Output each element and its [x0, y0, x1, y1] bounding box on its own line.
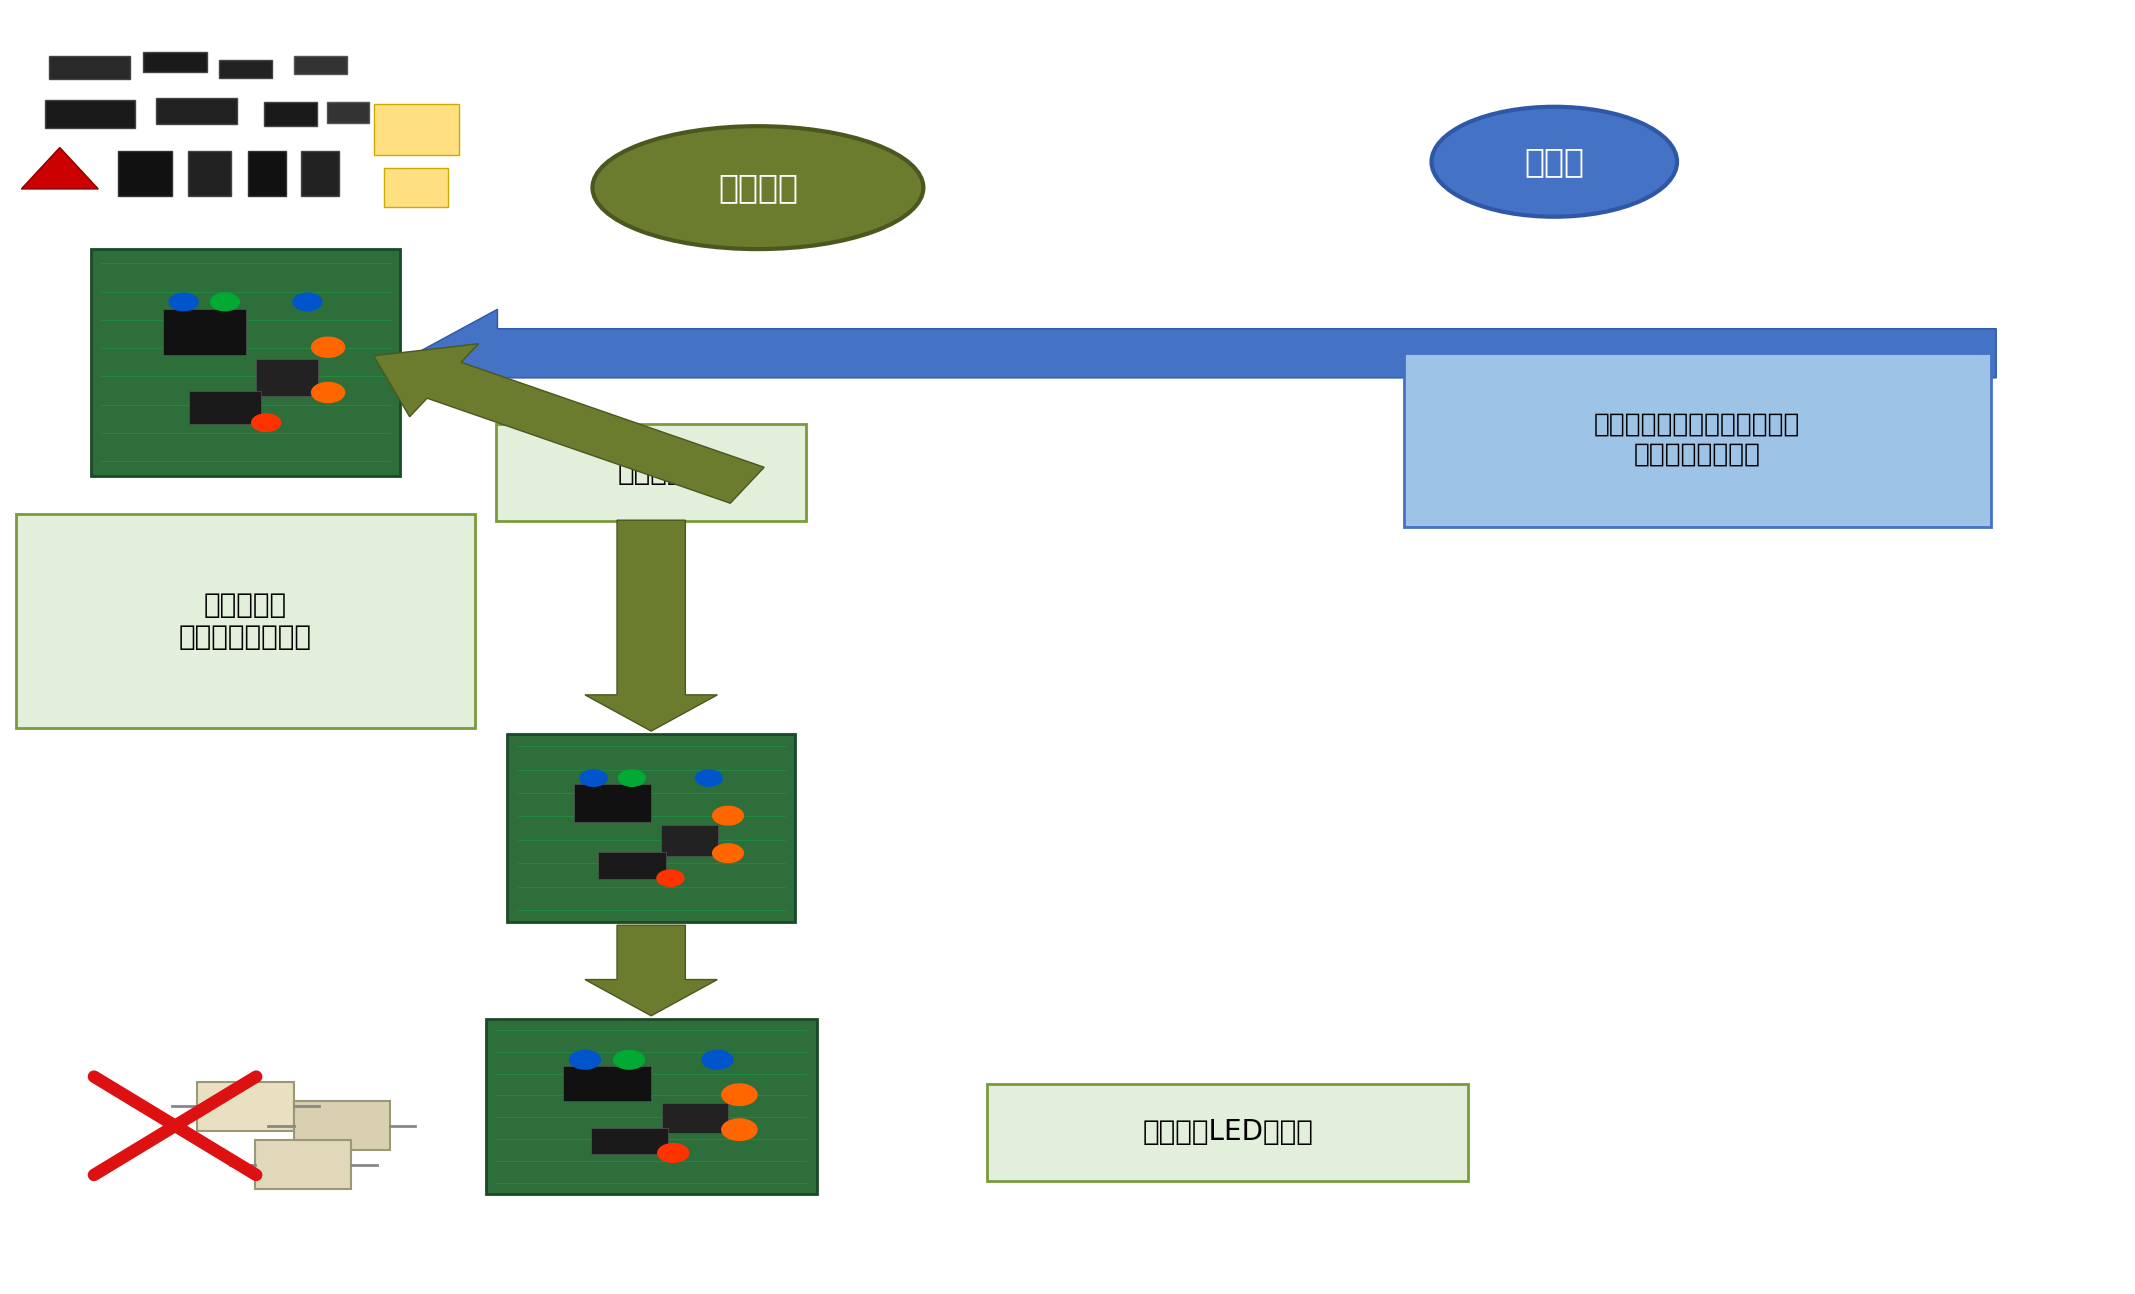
FancyBboxPatch shape	[1405, 353, 1990, 528]
FancyBboxPatch shape	[591, 1128, 668, 1154]
FancyBboxPatch shape	[188, 391, 260, 424]
FancyBboxPatch shape	[49, 56, 130, 79]
Circle shape	[613, 1051, 645, 1069]
Circle shape	[696, 770, 722, 787]
FancyArrow shape	[374, 344, 764, 503]
FancyBboxPatch shape	[495, 424, 805, 520]
Circle shape	[702, 1051, 732, 1069]
FancyBboxPatch shape	[188, 151, 231, 195]
Circle shape	[619, 770, 645, 787]
FancyArrow shape	[585, 925, 717, 1016]
FancyBboxPatch shape	[92, 250, 401, 476]
FancyBboxPatch shape	[301, 151, 339, 195]
FancyBboxPatch shape	[256, 358, 318, 396]
Circle shape	[722, 1119, 758, 1140]
FancyArrow shape	[585, 520, 717, 731]
FancyBboxPatch shape	[327, 102, 369, 123]
FancyBboxPatch shape	[295, 1101, 389, 1150]
Text: 実装工場で
基板・部品を調達: 実装工場で 基板・部品を調達	[179, 591, 312, 651]
FancyBboxPatch shape	[265, 102, 318, 126]
FancyBboxPatch shape	[256, 1140, 350, 1189]
FancyBboxPatch shape	[598, 851, 666, 880]
FancyBboxPatch shape	[17, 514, 474, 727]
FancyBboxPatch shape	[45, 100, 135, 128]
FancyBboxPatch shape	[662, 826, 717, 857]
FancyBboxPatch shape	[564, 1066, 651, 1100]
FancyBboxPatch shape	[374, 104, 459, 155]
FancyBboxPatch shape	[384, 168, 448, 207]
FancyBboxPatch shape	[292, 56, 346, 74]
Ellipse shape	[1430, 107, 1678, 216]
FancyBboxPatch shape	[662, 1104, 728, 1132]
Text: 部品実装: 部品実装	[617, 458, 685, 487]
Circle shape	[570, 1051, 600, 1069]
Circle shape	[312, 338, 344, 357]
Polygon shape	[21, 148, 98, 189]
Circle shape	[713, 806, 743, 826]
Circle shape	[658, 1144, 690, 1162]
Circle shape	[211, 294, 239, 311]
Circle shape	[713, 844, 743, 863]
Text: お客様: お客様	[1524, 145, 1584, 179]
FancyBboxPatch shape	[120, 151, 173, 195]
Text: 検査にてLED不点灯: 検査にてLED不点灯	[1142, 1118, 1313, 1146]
Text: 実装工場: 実装工場	[717, 171, 798, 204]
Ellipse shape	[591, 127, 922, 248]
Circle shape	[581, 770, 606, 787]
Polygon shape	[416, 309, 1996, 397]
Circle shape	[658, 870, 683, 886]
FancyBboxPatch shape	[508, 735, 794, 921]
Circle shape	[722, 1084, 758, 1105]
FancyBboxPatch shape	[162, 309, 246, 355]
Circle shape	[312, 383, 344, 402]
FancyBboxPatch shape	[986, 1084, 1469, 1180]
FancyBboxPatch shape	[143, 52, 207, 72]
FancyBboxPatch shape	[196, 1082, 295, 1131]
FancyBboxPatch shape	[574, 784, 651, 822]
Circle shape	[169, 294, 199, 311]
FancyBboxPatch shape	[485, 1020, 816, 1193]
FancyBboxPatch shape	[156, 98, 237, 124]
Circle shape	[252, 414, 280, 431]
FancyBboxPatch shape	[248, 151, 286, 195]
FancyBboxPatch shape	[220, 60, 273, 78]
Text: 点灯検査を行って不具合品を
選別できないか？: 点灯検査を行って不具合品を 選別できないか？	[1595, 411, 1800, 468]
Circle shape	[292, 294, 322, 311]
